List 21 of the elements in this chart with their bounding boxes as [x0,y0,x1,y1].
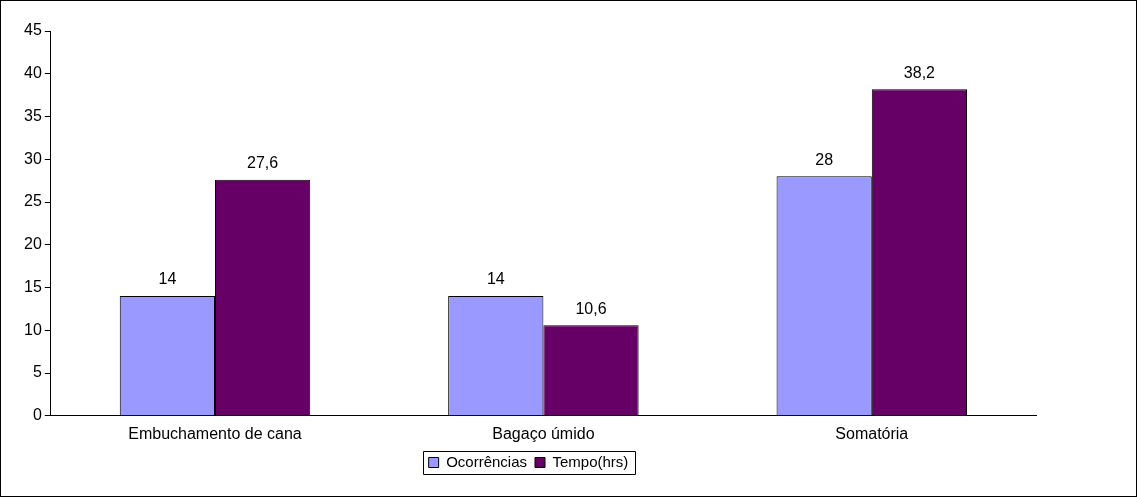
legend-label: Ocorrências [446,452,527,470]
y-tick-label: 25 [24,192,42,210]
y-tick-label: 0 [32,406,42,424]
y-tick-label: 45 [24,21,42,39]
data-label: 38,2 [903,63,936,81]
legend-label: Tempo(hrs) [552,452,629,470]
y-tick-label: 15 [24,277,42,295]
data-label: 27,6 [247,154,279,172]
x-tick-label: Bagaço úmido [492,424,595,442]
y-tick-label: 5 [32,363,42,381]
y-tick-label: 40 [24,64,42,82]
y-tick-label: 20 [24,235,42,253]
y-tick-label: 10 [24,320,42,338]
x-tick-label: Somatória [835,424,909,442]
data-label: 14 [158,270,177,288]
y-tick-label: 35 [24,106,42,124]
x-tick-label: Embuchamento de cana [128,424,302,442]
y-tick-label: 30 [24,149,42,167]
data-label: 10,6 [575,299,607,317]
data-label: 14 [486,270,505,288]
data-label: 28 [815,150,834,168]
